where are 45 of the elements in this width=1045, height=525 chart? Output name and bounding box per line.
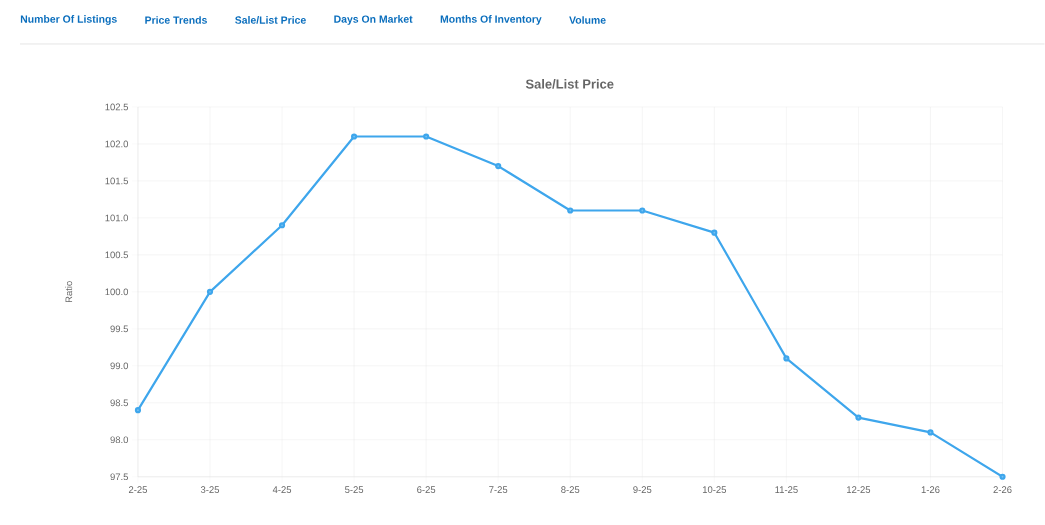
point <box>495 163 502 170</box>
text: Volume <box>569 16 606 24</box>
y-tick-label: 99.0 <box>110 362 129 370</box>
point <box>711 229 718 236</box>
x-tick-label: 3-25 <box>200 486 220 494</box>
y-tick-label: 100.0 <box>105 288 129 296</box>
x-tick-label: 1-26 <box>921 486 940 494</box>
point <box>206 288 214 296</box>
y-tick-label: 102.5 <box>105 103 129 111</box>
text: Months Of Inventory <box>440 15 542 25</box>
chart-title: Sale/List Price <box>525 79 614 89</box>
x-tick-label: 2-26 <box>993 486 1012 494</box>
x-tick-label: 7-25 <box>489 486 508 494</box>
point <box>855 414 862 421</box>
x-tick-label: 4-25 <box>272 486 292 494</box>
point <box>351 133 358 140</box>
y-tick-label: 99.5 <box>110 325 129 333</box>
x-tick-label: 11-25 <box>775 486 798 494</box>
x-tick-label: 9-25 <box>633 486 652 494</box>
text: Number Of Listings <box>20 15 117 25</box>
point <box>567 207 574 214</box>
y-tick-label: 97.5 <box>110 473 129 481</box>
point <box>134 407 142 414</box>
x-tick-label: 2-25 <box>128 486 148 494</box>
y-tick-label: 98.0 <box>110 436 129 444</box>
point <box>278 222 286 229</box>
y-axis-title: Ratio <box>65 281 73 303</box>
text: Days On Market <box>334 15 413 25</box>
x-tick-label: 10-25 <box>702 486 727 494</box>
point <box>639 207 646 214</box>
text: Sale/List Price <box>235 16 306 24</box>
x-tick-label: 5-25 <box>345 486 364 494</box>
point <box>423 133 430 140</box>
y-tick-label: 101.5 <box>105 177 129 185</box>
point <box>999 473 1006 480</box>
y-tick-label: 101.0 <box>105 214 129 222</box>
x-tick-label: 12-25 <box>847 486 871 494</box>
x-tick-label: 6-25 <box>417 486 436 494</box>
text: Price Trends <box>145 16 207 24</box>
y-tick-label: 102.0 <box>105 140 129 148</box>
y-tick-label: 100.5 <box>105 251 129 259</box>
x-tick-label: 8-25 <box>561 486 580 494</box>
y-tick-label: 98.5 <box>110 399 129 407</box>
point <box>927 429 934 436</box>
point <box>783 355 790 362</box>
